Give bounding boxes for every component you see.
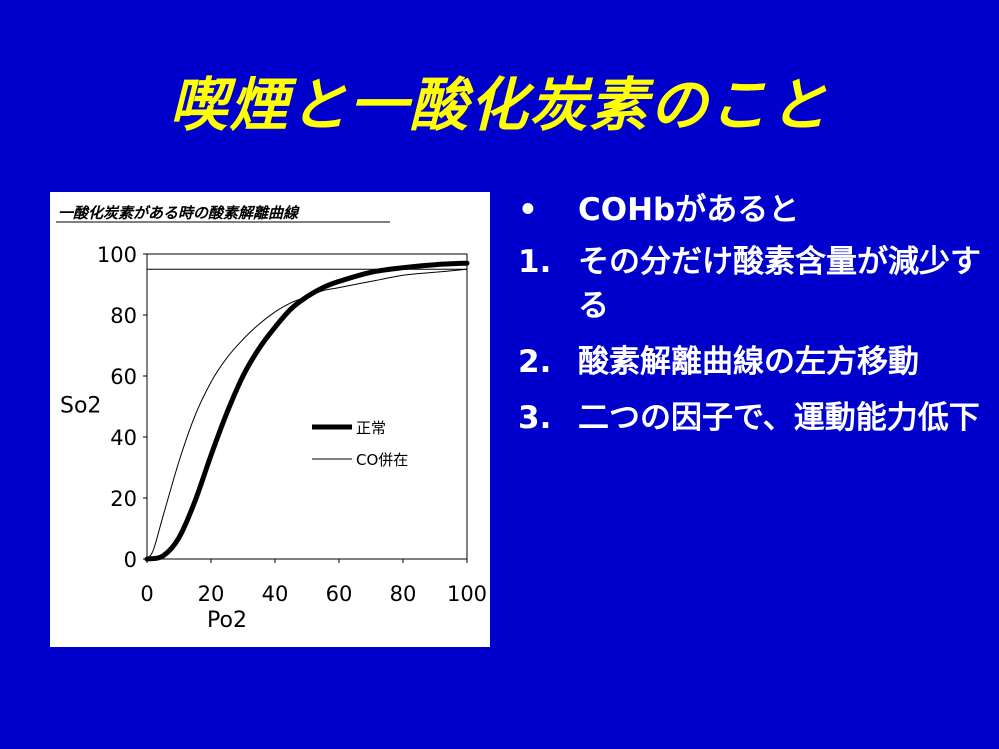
bullet-item-2: 2. 酸素解離曲線の左方移動 <box>518 340 988 384</box>
y-tick-label: 20 <box>110 487 137 511</box>
y-tick-label: 0 <box>124 548 137 572</box>
bullet-item-1: 1. その分だけ酸素含量が減少する <box>518 240 988 328</box>
slide-title: 喫煙と一酸化炭素のこと <box>169 71 830 139</box>
bullet-marker: • <box>518 192 538 228</box>
x-tick-label: 0 <box>140 582 153 606</box>
bullet-text: COHbがあると <box>578 192 800 228</box>
series-line-1 <box>144 260 470 562</box>
y-tick-label: 40 <box>110 426 137 450</box>
y-tick-label: 80 <box>110 304 137 328</box>
bullet-number: 3. <box>518 400 552 436</box>
x-tick-label: 80 <box>390 582 417 606</box>
bullet-text: 二つの因子で、運動能力低下 <box>578 400 980 436</box>
chart-title: 一酸化炭素がある時の酸素解離曲線 <box>58 204 300 222</box>
legend: 正常 CO併在 <box>312 419 408 469</box>
oxygen-dissociation-chart: 一酸化炭素がある時の酸素解離曲線 0 20 40 60 80 100 0 20 40 60 80 10… <box>50 192 490 647</box>
bullet-text: 酸素解離曲線の左方移動 <box>578 344 919 380</box>
legend-label: CO併在 <box>356 451 408 469</box>
x-tick-label: 100 <box>447 582 487 606</box>
bullet-number: 1. <box>518 244 552 280</box>
bullet-list: • COHbがあると 1. その分だけ酸素含量が減少する 2. 酸素解離曲線の左… <box>518 188 988 452</box>
series-layer <box>144 260 470 562</box>
bullet-number: 2. <box>518 344 552 380</box>
x-axis-label: Po2 <box>207 608 247 633</box>
axes-layer: 0 20 40 60 80 100 0 20 40 60 80 100 Po2 So2 <box>60 243 487 633</box>
bullet-text: その分だけ酸素含量が減少する <box>578 244 981 324</box>
y-tick-label: 100 <box>97 243 137 267</box>
legend-label: 正常 <box>356 419 386 437</box>
x-tick-label: 20 <box>198 582 225 606</box>
x-tick-label: 40 <box>262 582 289 606</box>
y-tick-label: 60 <box>110 365 137 389</box>
bullet-item-3: 3. 二つの因子で、運動能力低下 <box>518 396 988 440</box>
plot-frame <box>146 253 468 560</box>
series-line-2 <box>146 268 468 560</box>
y-axis-label: So2 <box>60 394 101 419</box>
chart-svg: 一酸化炭素がある時の酸素解離曲線 0 20 40 60 80 100 0 20 40 60 80 10… <box>56 204 487 633</box>
x-tick-label: 60 <box>326 582 353 606</box>
bullet-item-intro: • COHbがあると <box>518 188 988 232</box>
